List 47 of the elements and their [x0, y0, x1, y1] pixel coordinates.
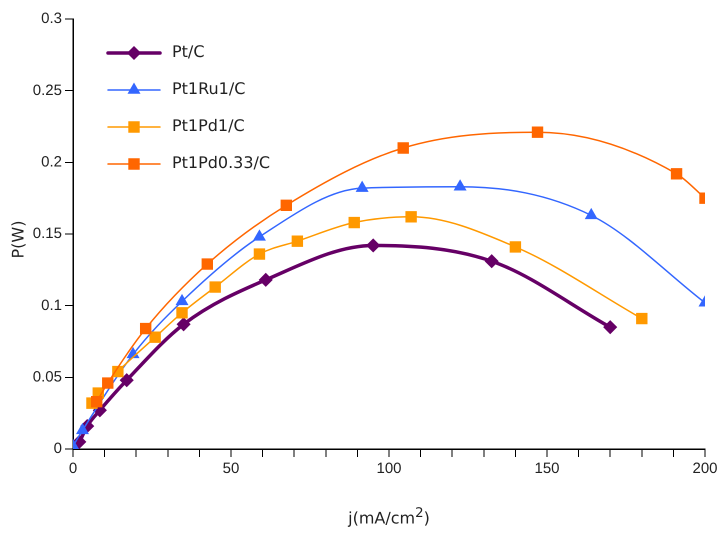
legend-label: Pt1Ru1/C — [172, 79, 246, 98]
point — [202, 258, 213, 270]
point — [510, 241, 522, 253]
point — [176, 307, 188, 319]
point — [292, 235, 304, 247]
y-tick-label: 0.15 — [32, 225, 62, 242]
y-tick-label: 0.25 — [32, 82, 62, 99]
point — [120, 373, 134, 387]
point — [253, 230, 266, 241]
point — [76, 424, 88, 434]
y-tick-label: 0.2 — [41, 153, 62, 170]
point — [585, 208, 598, 220]
y-tick-label: 0.05 — [32, 368, 62, 386]
point — [454, 180, 466, 190]
point — [259, 273, 273, 287]
point — [210, 281, 221, 293]
point — [398, 142, 409, 154]
x-axis-title: j(mA/cm$^{2}$) — [346, 506, 431, 528]
x-tick-label: 50 — [222, 460, 240, 478]
y-tick-label: 0.1 — [41, 296, 62, 314]
y-axis-title: P(W) — [8, 220, 28, 260]
point — [670, 168, 682, 180]
point — [348, 216, 360, 228]
point — [484, 254, 498, 268]
legend-label: Pt/C — [172, 42, 204, 62]
x-tick-label: 200 — [692, 460, 718, 478]
point — [603, 320, 617, 334]
point — [176, 294, 188, 306]
y-tick-label: 0.3 — [41, 10, 62, 28]
point — [254, 248, 266, 260]
point — [149, 332, 161, 343]
x-tick-label: 0 — [68, 460, 78, 478]
point — [140, 322, 152, 334]
point — [102, 377, 114, 389]
point — [366, 238, 380, 252]
point — [356, 181, 368, 192]
point — [280, 200, 292, 212]
y-tick-label: 0 — [54, 440, 62, 458]
legend-label: Pt1Pd0.33/C — [172, 153, 270, 172]
legend-label: Pt1Pd1/C — [172, 116, 245, 136]
point — [532, 126, 544, 138]
point — [405, 211, 417, 222]
point — [91, 396, 102, 408]
x-tick-label: 150 — [534, 460, 560, 478]
x-tick-label: 100 — [376, 460, 402, 478]
point — [636, 312, 648, 324]
point — [176, 318, 190, 332]
